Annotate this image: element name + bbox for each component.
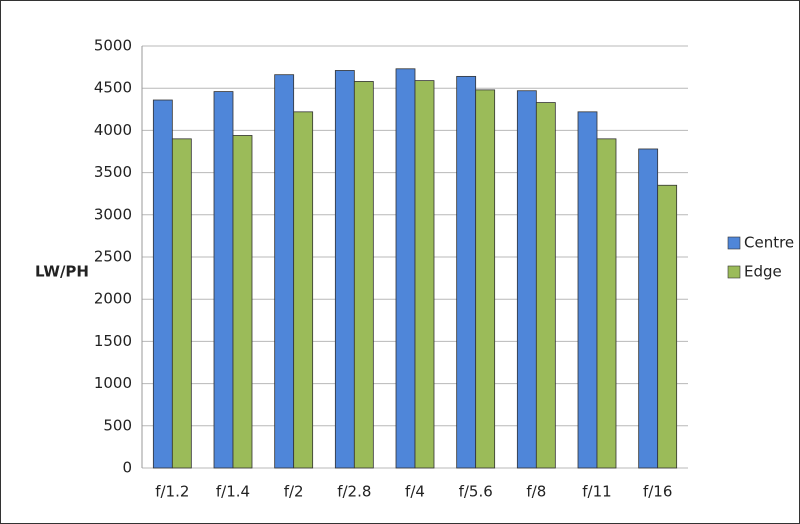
bar xyxy=(152,99,173,469)
legend-label: Edge xyxy=(744,263,782,281)
bar xyxy=(395,68,416,469)
y-tick-label: 3500 xyxy=(94,163,132,181)
x-tick-label: f/8 xyxy=(526,483,546,501)
bar xyxy=(232,135,253,469)
y-tick-label: 500 xyxy=(103,416,132,434)
x-tick-label: f/1.4 xyxy=(216,483,250,501)
x-tick-label: f/5.6 xyxy=(459,483,493,501)
legend-label: Centre xyxy=(744,234,794,252)
bar xyxy=(516,90,537,469)
bar xyxy=(414,80,435,469)
bar xyxy=(456,75,477,469)
bar xyxy=(596,138,617,469)
y-tick-label: 5000 xyxy=(94,37,132,55)
bar xyxy=(334,70,355,469)
x-tick-label: f/11 xyxy=(582,483,611,501)
y-tick-label: 0 xyxy=(122,459,132,477)
x-tick-label: f/2.8 xyxy=(337,483,371,501)
bar xyxy=(353,81,374,469)
x-tick-label: f/16 xyxy=(643,483,672,501)
x-tick-label: f/2 xyxy=(284,483,304,501)
x-tick-label: f/4 xyxy=(405,483,425,501)
x-tick-label: f/1.2 xyxy=(155,483,189,501)
y-tick-label: 2000 xyxy=(94,290,132,308)
bar xyxy=(577,111,598,469)
y-tick-label: 2500 xyxy=(94,248,132,266)
y-tick-label: 4000 xyxy=(94,121,132,139)
y-axis-label: LW/PH xyxy=(35,263,89,281)
bar xyxy=(475,89,496,469)
y-tick-label: 1000 xyxy=(94,374,132,392)
legend-swatch xyxy=(727,265,741,279)
bar xyxy=(535,102,556,469)
bar xyxy=(274,74,295,469)
legend-swatch xyxy=(727,236,741,250)
bar xyxy=(657,184,678,469)
bar xyxy=(171,138,192,469)
y-tick-label: 4500 xyxy=(94,79,132,97)
bar xyxy=(213,91,234,469)
bar xyxy=(638,148,659,469)
y-tick-label: 3000 xyxy=(94,205,132,223)
y-tick-label: 1500 xyxy=(94,332,132,350)
bar xyxy=(293,111,314,469)
